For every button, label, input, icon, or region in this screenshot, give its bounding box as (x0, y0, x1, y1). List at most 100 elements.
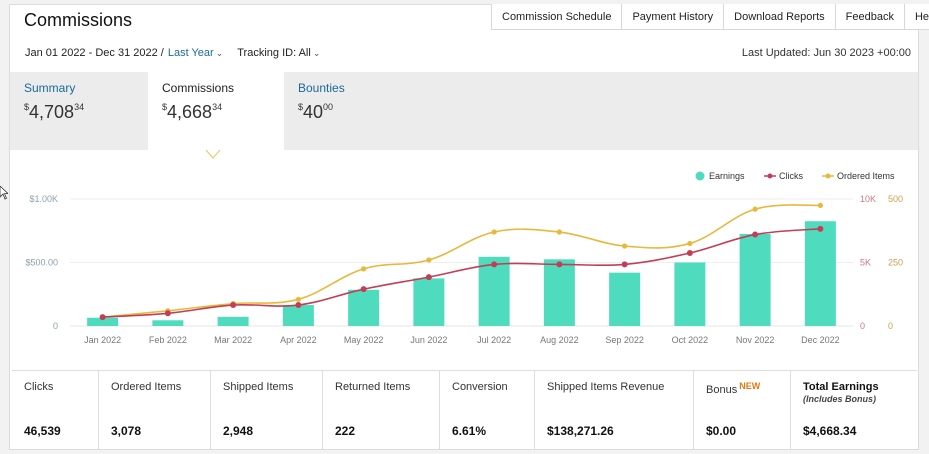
stat-label: Shipped Items Revenue (547, 381, 665, 393)
ordered-items-point (622, 243, 628, 249)
x-axis-label: Mar 2022 (214, 335, 252, 345)
earnings-bar (348, 289, 380, 326)
clicks-point (360, 286, 367, 293)
ordered-items-point (491, 229, 497, 235)
stat-value: 222 (335, 424, 356, 438)
tab-label: Bounties (298, 81, 345, 95)
left-axis-tick: $1.00K (29, 194, 58, 204)
stat-label: Ordered Items (111, 381, 182, 393)
period-dropdown[interactable]: Last Year ⌄ (168, 47, 223, 59)
clicks-point (686, 249, 693, 256)
clicks-line (102, 228, 821, 318)
nav-download-reports[interactable]: Download Reports (723, 4, 835, 29)
filters-bar: Jan 01 2022 - Dec 31 2022 / Last Year ⌄ T… (25, 47, 320, 59)
tracking-id-dropdown[interactable]: Tracking ID: All ⌄ (237, 47, 320, 59)
last-updated: Last Updated: Jun 30 2023 +00:00 (741, 47, 911, 59)
clicks-point (164, 310, 171, 317)
clicks-axis-tick: 10K (860, 194, 876, 204)
ordered-axis-tick: 0 (888, 321, 893, 331)
earnings-bar (152, 320, 184, 326)
stat-label: Conversion (452, 381, 508, 393)
tracking-id-label: Tracking ID: All (237, 47, 311, 59)
ordered-axis-tick: 500 (888, 194, 903, 204)
tab-amount: $4000 (298, 102, 334, 122)
ordered-items-point (556, 229, 562, 235)
legend-swatch (695, 171, 705, 181)
nav-feedback[interactable]: Feedback (834, 4, 904, 29)
x-axis-label: Dec 2022 (801, 335, 840, 345)
legend-swatch (825, 173, 831, 179)
clicks-point (752, 231, 759, 238)
ordered-items-point (361, 266, 367, 272)
stat-conversion: Conversion 6.61% (440, 371, 535, 449)
ordered-items-point (295, 296, 301, 302)
nav-payment-history[interactable]: Payment History (621, 4, 723, 29)
stat-returned-items: Returned Items 222 (323, 371, 440, 449)
ordered-items-point (752, 206, 758, 212)
clicks-axis-tick: 5K (860, 258, 871, 268)
mouse-cursor-icon (0, 186, 8, 200)
stat-value: 46,539 (24, 424, 61, 438)
tab-label: Summary (24, 81, 76, 95)
x-axis-label: Nov 2022 (736, 335, 775, 345)
nav-help[interactable]: Help (903, 4, 929, 29)
ordered-items-point (687, 240, 693, 247)
ordered-items-point (817, 202, 823, 208)
earnings-bar (739, 233, 771, 326)
stat-value: 2,948 (223, 424, 254, 438)
stat-value: 3,078 (111, 424, 142, 438)
left-axis-tick: 0 (53, 321, 58, 331)
ordered-axis-tick: 250 (888, 258, 903, 268)
clicks-point (817, 225, 824, 232)
x-axis-label: Jan 2022 (84, 335, 121, 345)
legend-label: Earnings (709, 171, 745, 181)
page-title: Commissions (24, 10, 133, 30)
tab-bounties[interactable]: Bounties $4000 (284, 72, 424, 150)
stat-value: $4,668.34 (803, 424, 857, 438)
tab-commissions[interactable]: Commissions $4,66834 (148, 72, 284, 150)
stats-row: Clicks 46,539 Ordered Items 3,078 Shippe… (12, 370, 917, 449)
nav-commission-schedule[interactable]: Commission Schedule (502, 11, 612, 23)
x-axis-label: Feb 2022 (149, 335, 187, 345)
x-axis-label: Aug 2022 (540, 335, 579, 345)
x-axis-label: Oct 2022 (672, 335, 709, 345)
period-label: Last Year (167, 47, 214, 59)
stat-label: Total Earnings (803, 381, 879, 393)
commissions-chart: 0 $500.00 $1.00K 0 5K 10K 0 250 500 Jan 2022 Feb 2… (10, 150, 918, 368)
earnings-bar (87, 317, 119, 326)
stat-label: Bonus NEW (706, 381, 761, 396)
clicks-point (230, 302, 237, 309)
x-axis-label: May 2022 (344, 335, 384, 345)
ordered-items-point (426, 257, 432, 263)
tab-label: Commissions (162, 81, 235, 95)
legend-label: Ordered Items (837, 171, 895, 181)
date-range-label: Jan 01 2022 - Dec 31 2022 / (25, 47, 164, 59)
clicks-point (556, 261, 563, 268)
stat-shipped-revenue: Shipped Items Revenue $138,271.26 (535, 371, 694, 449)
stat-ordered-items: Ordered Items 3,078 (99, 371, 211, 449)
x-axis-label: Apr 2022 (280, 335, 317, 345)
stat-label: Returned Items (335, 381, 411, 393)
x-axis-label: Jul 2022 (477, 335, 511, 345)
earnings-bar (478, 256, 510, 326)
top-nav: Commission Schedule Payment History Down… (491, 4, 929, 30)
stat-value: 6.61% (452, 424, 487, 438)
tab-summary[interactable]: Summary $4,70834 (10, 72, 148, 150)
legend-swatch (767, 173, 773, 179)
stat-value: $138,271.26 (547, 424, 614, 438)
clicks-point (491, 261, 498, 268)
earnings-bar (543, 259, 575, 326)
tab-pointer (205, 150, 221, 159)
chart-svg: 0 $500.00 $1.00K 0 5K 10K 0 250 500 Jan 2022 Feb 2… (25, 150, 903, 345)
stat-value: $0.00 (706, 424, 737, 438)
earnings-bar (217, 316, 249, 326)
stat-total-earnings: Total Earnings (Includes Bonus) $4,668.3… (791, 371, 917, 449)
clicks-point (99, 314, 106, 321)
earnings-bar (609, 272, 641, 326)
x-axis-label: Jun 2022 (410, 335, 447, 345)
stat-sublabel: (Includes Bonus) (803, 394, 877, 404)
stat-label: Clicks (24, 381, 54, 393)
stat-bonus: Bonus NEW $0.00 (694, 371, 791, 449)
earnings-bar (674, 262, 706, 326)
clicks-point (621, 261, 628, 268)
